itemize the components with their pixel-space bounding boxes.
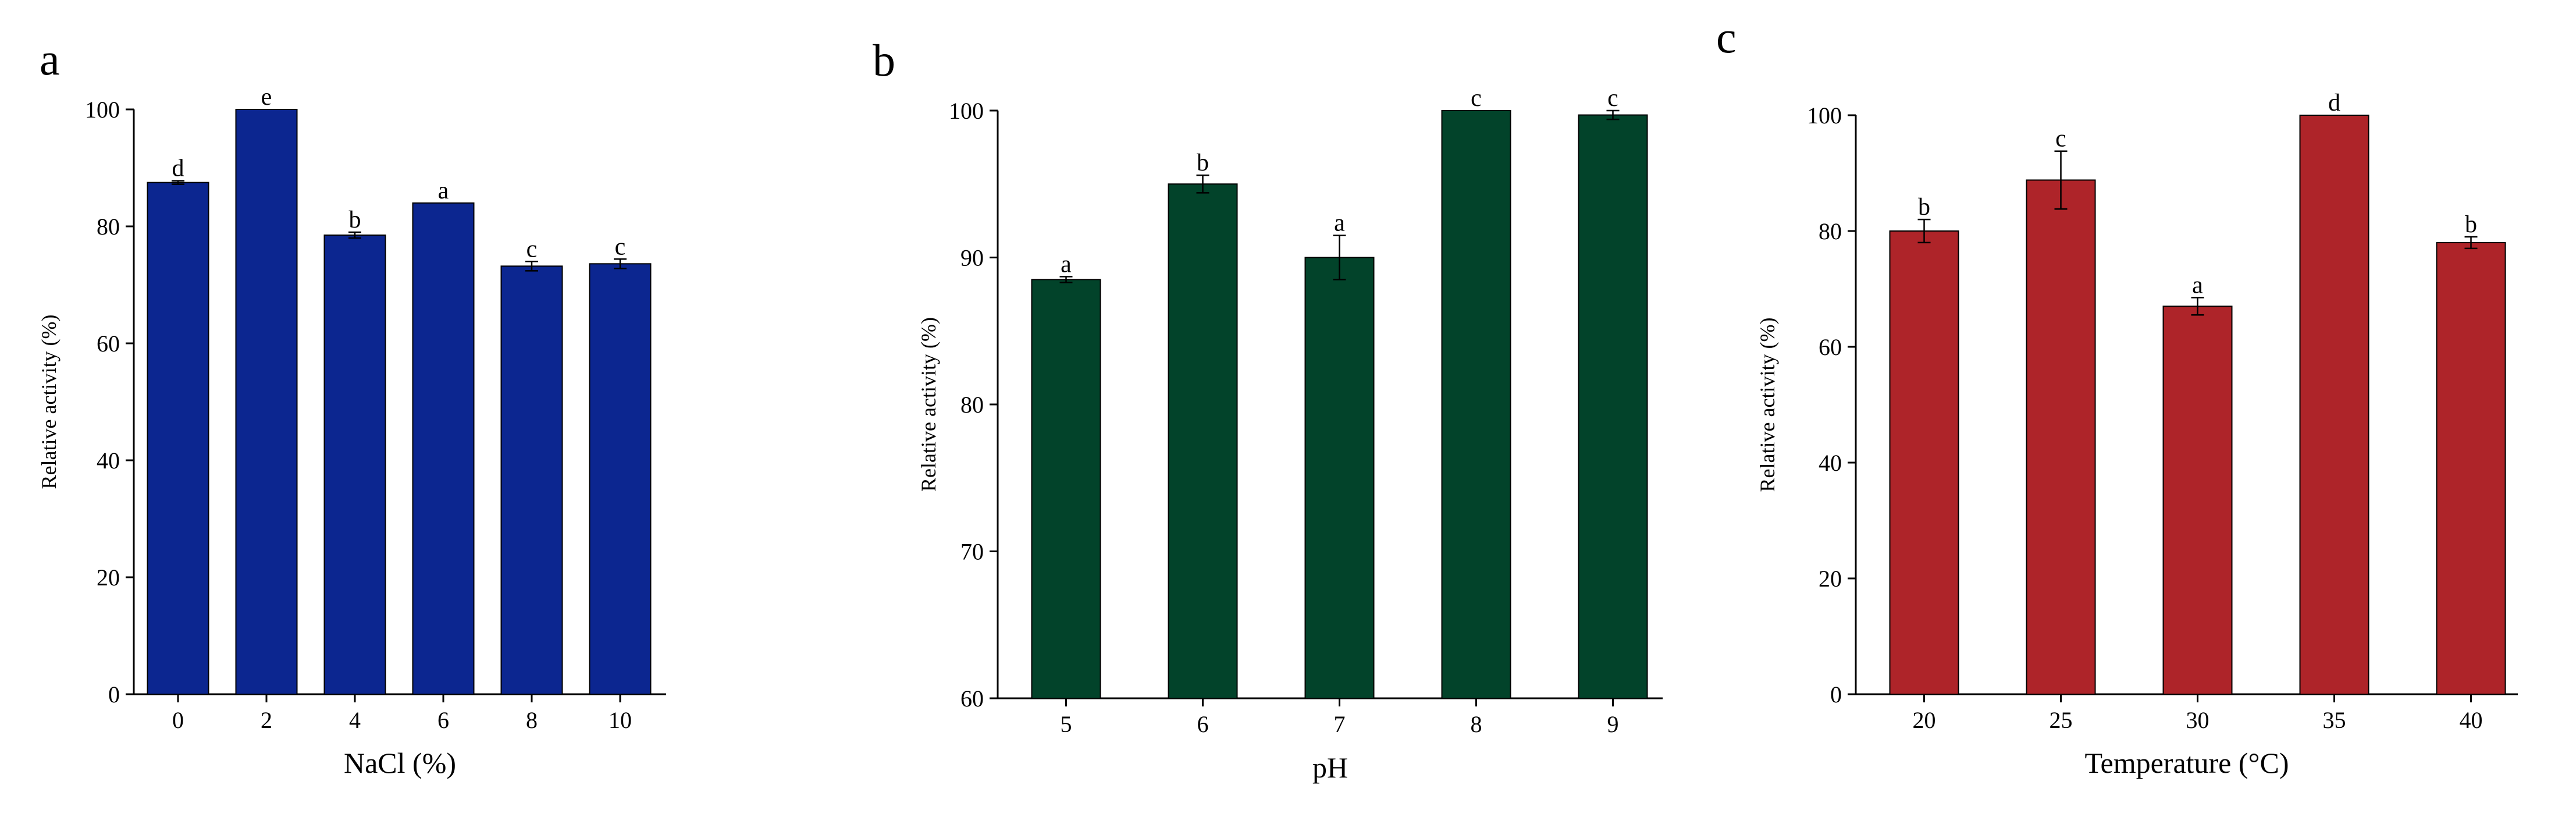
x-tick-label: 6 [1197,711,1209,737]
y-tick-label: 100 [949,98,984,124]
y-tick-label: 80 [1819,218,1842,244]
bar-8 [1441,110,1511,699]
bar-8 [500,265,563,695]
significance-letter: c [1471,85,1482,112]
y-tick-label: 60 [97,331,120,357]
significance-letter: a [438,177,449,204]
significance-letter: c [1607,85,1618,112]
y-tick-label: 0 [1830,681,1842,708]
error-bar [348,231,361,239]
error-bar [614,258,627,269]
bar-5 [1031,279,1101,699]
y-tick-label: 20 [97,564,120,591]
x-axis-label: Temperature (°C) [2084,747,2289,779]
bar-0 [147,182,209,695]
significance-letter: b [349,207,361,233]
error-bar [2054,150,2068,210]
panel-label: b [873,35,895,86]
bar-6 [412,202,475,695]
x-tick-label: 10 [609,707,632,733]
significance-letter: c [615,233,626,260]
y-tick-label: 60 [960,685,984,712]
significance-letter: a [1334,210,1345,237]
y-tick-label: 90 [960,245,984,271]
error-bar [1196,174,1209,194]
x-tick-label: 0 [172,707,184,733]
bar-6 [1168,183,1238,699]
error-bar [1059,276,1073,283]
chart-panel-c: 0 20 40 60 80 100 b 20 c 25 a 30 d 35 b 40 Temperature (… [1716,12,2518,779]
panel-label: a [40,34,60,84]
panel-label: c [1716,12,1737,62]
significance-letter: c [526,236,538,262]
significance-letter: b [2465,211,2477,238]
x-tick-label: 6 [437,707,449,733]
bar-2 [235,109,298,695]
chart-panel-b: 60 70 80 90 100 a 5 b 6 a 7 c 8 c 9 pH Relative activity… [873,35,1663,784]
y-tick-label: 80 [960,392,984,418]
x-tick-label: 8 [1471,711,1482,737]
bar-20 [1889,230,1959,695]
bar-10 [589,263,652,695]
significance-letter: a [2192,272,2203,299]
significance-letter: a [1061,251,1072,278]
error-bar [1606,109,1620,120]
y-axis-label: Relative activity (%) [1756,318,1779,492]
y-tick-label: 20 [1819,566,1842,592]
x-tick-label: 9 [1607,711,1619,737]
x-tick-label: 35 [2323,707,2346,733]
bar-30 [2162,306,2233,695]
error-bar [2464,236,2478,250]
y-tick-label: 80 [97,214,120,240]
chart-panel-a: 0 20 40 60 80 100 d 0 e 2 b 4 a 6 c 8 c 10 NaCl (%) Relativ… [37,34,666,779]
bar-40 [2436,241,2506,695]
y-tick-label: 70 [960,539,984,565]
y-tick-label: 40 [1819,450,1842,476]
bar-7 [1304,257,1375,699]
significance-letter: d [2328,90,2340,116]
error-bar [1917,218,1931,244]
significance-letter: c [2055,126,2066,152]
significance-letter: b [1197,150,1209,176]
error-bar [2191,297,2204,316]
y-axis-label: Relative activity (%) [37,315,61,489]
y-tick-label: 100 [85,97,120,123]
y-tick-label: 40 [97,447,120,474]
bar-25 [2026,179,2096,695]
x-tick-label: 30 [2186,707,2209,733]
error-bar [1333,235,1346,280]
x-tick-label: 2 [261,707,272,733]
x-tick-label: 8 [526,707,538,733]
bar-4 [323,235,386,695]
y-tick-label: 100 [1807,102,1842,129]
x-tick-label: 7 [1334,711,1346,737]
error-bar [525,261,538,272]
x-tick-label: 4 [349,707,361,733]
x-tick-label: 40 [2460,707,2483,733]
error-bar [172,180,184,185]
x-axis-label: NaCl (%) [344,747,456,779]
significance-letter: d [172,155,184,182]
significance-letter: e [261,84,272,111]
bar-9 [1578,114,1648,699]
y-tick-label: 60 [1819,334,1842,360]
y-tick-label: 0 [108,681,120,708]
x-tick-label: 25 [2050,707,2073,733]
x-tick-label: 20 [1913,707,1936,733]
significance-letter: b [1918,194,1930,221]
bar-35 [2299,115,2369,695]
x-tick-label: 5 [1061,711,1072,737]
x-axis-label: pH [1312,751,1348,784]
y-axis-label: Relative activity (%) [917,317,940,492]
